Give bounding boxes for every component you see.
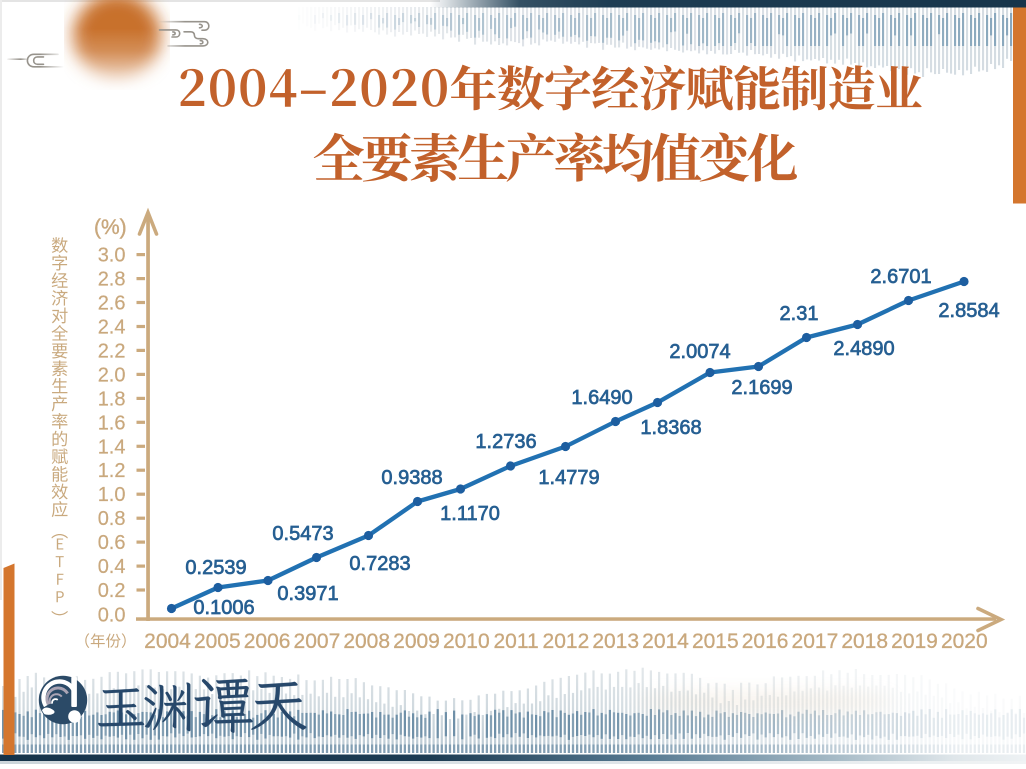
svg-text:2.8: 2.8 [98,269,126,291]
svg-text:1.2736: 1.2736 [475,431,536,453]
svg-text:0.8: 0.8 [98,508,126,530]
svg-text:2.4890: 2.4890 [833,338,894,360]
svg-text:2.2: 2.2 [98,340,126,362]
svg-text:0.7283: 0.7283 [349,553,410,575]
svg-text:2.31: 2.31 [780,303,819,325]
svg-text:0.2: 0.2 [98,580,126,602]
svg-text:1.8: 1.8 [98,388,126,410]
svg-text:1.6: 1.6 [98,412,126,434]
svg-text:2013: 2013 [592,630,639,653]
svg-text:2015: 2015 [692,630,739,653]
svg-text:0.3971: 0.3971 [277,583,338,605]
svg-text:2012: 2012 [543,630,590,653]
svg-text:2007: 2007 [294,630,341,653]
svg-text:2016: 2016 [742,630,789,653]
svg-text:2011: 2011 [494,630,539,653]
svg-text:1.2: 1.2 [98,460,126,482]
svg-text:2017: 2017 [792,630,839,653]
svg-text:2.6: 2.6 [98,293,126,315]
svg-text:0.5473: 0.5473 [272,523,333,545]
svg-text:0.9388: 0.9388 [381,467,442,489]
svg-text:1.6490: 1.6490 [571,387,632,409]
svg-text:(%): (%) [94,216,127,239]
svg-text:1.4779: 1.4779 [538,467,599,489]
svg-text:2009: 2009 [393,630,440,653]
svg-text:2014: 2014 [642,630,689,653]
svg-text:2018: 2018 [841,630,888,653]
svg-text:0.4: 0.4 [98,556,126,578]
svg-text:2.4: 2.4 [98,317,126,339]
svg-text:2019: 2019 [891,630,938,653]
svg-text:1.4: 1.4 [98,436,126,458]
svg-text:1.1170: 1.1170 [440,503,500,525]
svg-text:3.0: 3.0 [98,245,126,267]
svg-text:2.6701: 2.6701 [870,266,931,288]
svg-text:2004: 2004 [144,630,191,653]
svg-text:2010: 2010 [443,630,490,653]
svg-text:2.8584: 2.8584 [938,300,999,322]
svg-text:2005: 2005 [194,630,241,653]
svg-text:2.0: 2.0 [98,364,126,386]
svg-text:2.1699: 2.1699 [731,377,792,399]
svg-text:2006: 2006 [244,630,291,653]
svg-text:0.1006: 0.1006 [193,597,254,619]
svg-text:2008: 2008 [343,630,390,653]
svg-text:2020: 2020 [941,630,988,653]
svg-text:0.0: 0.0 [98,605,126,627]
svg-text:0.2539: 0.2539 [185,557,246,579]
svg-text:1.0: 1.0 [98,484,126,506]
svg-text:1.8368: 1.8368 [640,417,701,439]
svg-text:0.6: 0.6 [98,532,126,554]
svg-text:2.0074: 2.0074 [669,341,730,363]
